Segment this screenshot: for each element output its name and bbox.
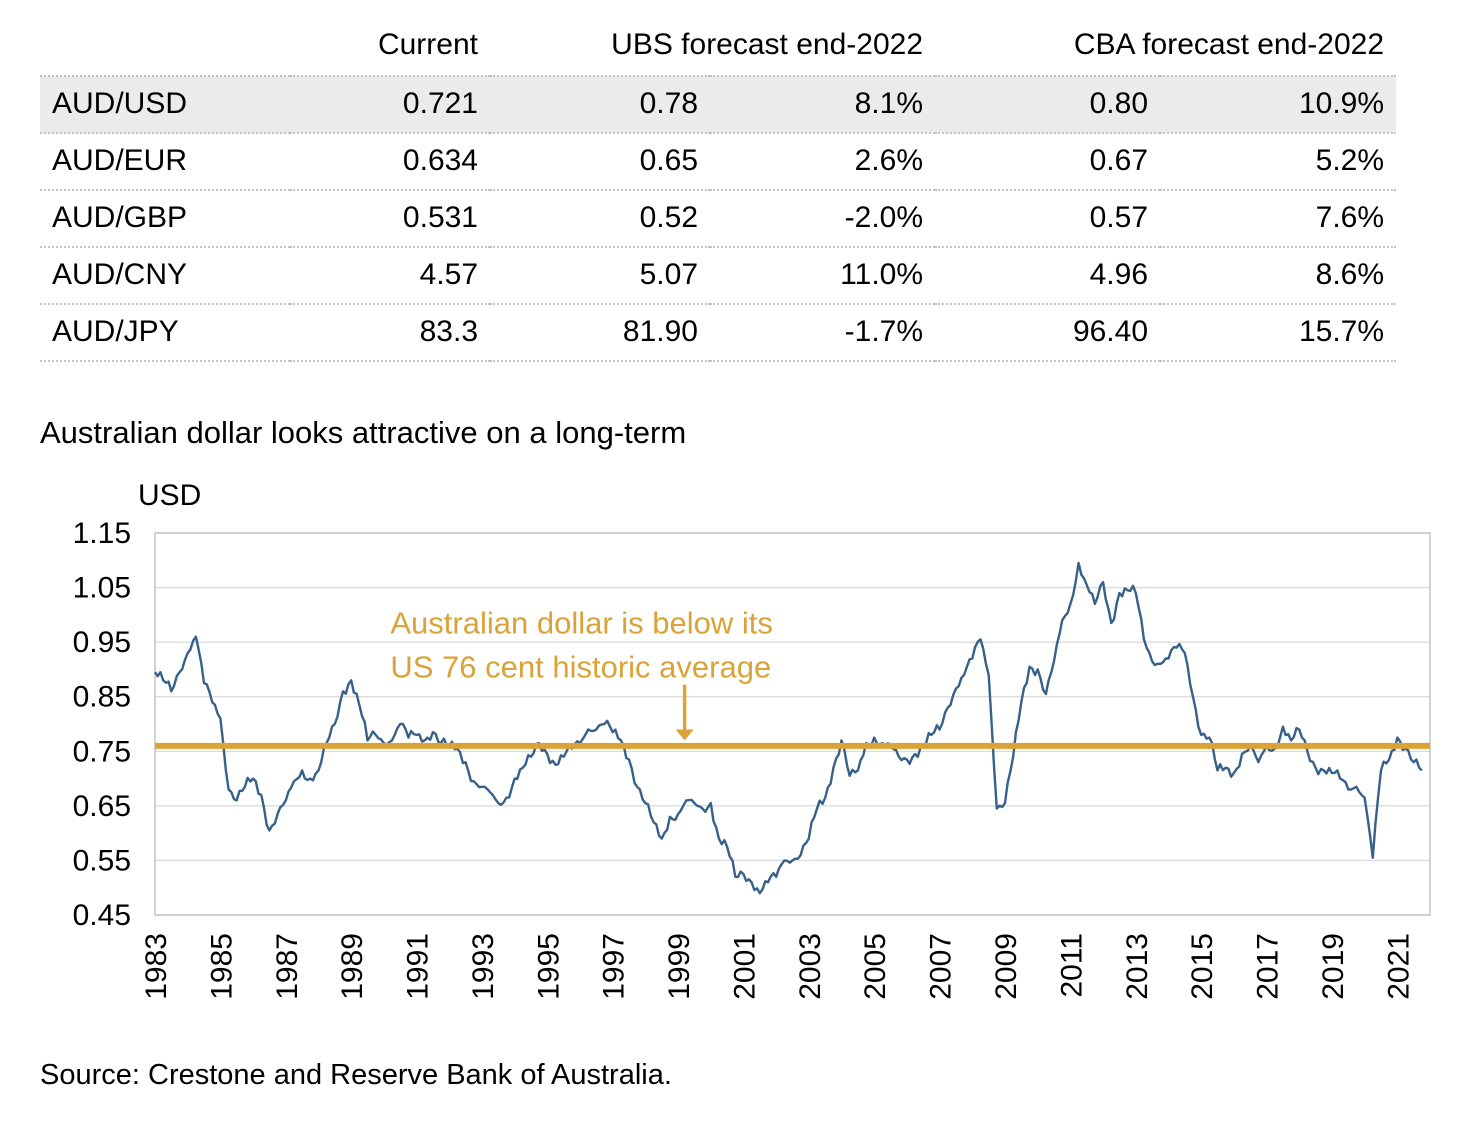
currency-pair-label: AUD/USD <box>52 87 188 120</box>
current-value: 0.634 <box>402 144 478 177</box>
ubs-forecast-value: 81.90 <box>622 315 698 348</box>
table-row: AUD/GBP 0.531 0.52 -2.0% 0.57 7.6% <box>40 190 1397 247</box>
annotation-line-1: Australian dollar is below its <box>390 606 773 641</box>
x-tick-label: 1987 <box>271 933 304 1000</box>
ubs-forecast-change: 2.6% <box>854 144 924 177</box>
x-tick-label: 2021 <box>1382 933 1415 1000</box>
chart-section-title: Australian dollar looks attractive on a … <box>40 415 687 450</box>
aud-usd-chart: USD 1.15 1.05 0.95 0.85 0.75 0.65 0.55 0.45 1983 1… <box>40 463 1436 1053</box>
table-row: AUD/JPY 83.3 81.90 -1.7% 96.40 15.7% <box>40 304 1397 361</box>
forecast-table-header-row: Current UBS forecast end-2022 CBA foreca… <box>40 16 1396 76</box>
x-tick-label: 2009 <box>990 933 1023 1000</box>
table-row: AUD/CNY 4.57 5.07 11.0% 4.96 8.6% <box>40 247 1397 304</box>
cba-forecast-change: 15.7% <box>1298 315 1385 348</box>
current-value: 0.721 <box>402 87 478 120</box>
y-tick-label: 0.85 <box>73 681 131 714</box>
y-tick-label: 0.75 <box>73 735 131 768</box>
header-current: Current <box>377 28 478 61</box>
ubs-forecast-change: 11.0% <box>840 258 924 291</box>
ubs-forecast-value: 5.07 <box>639 258 698 291</box>
x-tick-label: 1999 <box>663 933 696 1000</box>
current-value: 4.57 <box>419 258 478 291</box>
x-tick-label: 1991 <box>402 933 435 1000</box>
cba-forecast-change: 8.6% <box>1315 258 1385 291</box>
ubs-forecast-value: 0.78 <box>639 87 698 120</box>
ubs-forecast-value: 0.65 <box>639 144 698 177</box>
cba-forecast-change: 5.2% <box>1315 144 1385 177</box>
table-row: AUD/USD 0.721 0.78 8.1% 0.80 10.9% <box>40 76 1397 133</box>
x-tick-label: 2003 <box>794 933 827 1000</box>
y-tick-label: 1.15 <box>73 517 131 550</box>
annotation-line-2: US 76 cent historic average <box>390 650 771 685</box>
cba-forecast-change: 10.9% <box>1298 87 1385 120</box>
x-tick-label: 2001 <box>728 933 761 1000</box>
cba-forecast-value: 4.96 <box>1089 258 1149 291</box>
y-tick-label: 0.55 <box>73 845 131 878</box>
x-tick-label: 1993 <box>467 933 500 1000</box>
ubs-forecast-change: -2.0% <box>844 201 924 234</box>
x-tick-label: 1983 <box>140 933 173 1000</box>
cba-forecast-value: 96.40 <box>1072 315 1149 348</box>
cba-forecast-value: 0.57 <box>1089 201 1149 234</box>
y-tick-label: 0.45 <box>73 899 131 932</box>
x-tick-label: 2015 <box>1186 933 1219 1000</box>
x-tick-label: 1995 <box>532 933 565 1000</box>
header-blank <box>40 16 290 76</box>
plot-border <box>154 532 1431 916</box>
cba-forecast-value: 0.67 <box>1089 144 1149 177</box>
x-tick-label: 2005 <box>859 933 892 1000</box>
y-axis-title: USD <box>138 479 201 512</box>
currency-pair-label: AUD/GBP <box>52 201 188 234</box>
table-row: AUD/EUR 0.634 0.65 2.6% 0.67 5.2% <box>40 133 1397 190</box>
y-tick-label: 0.65 <box>73 790 131 823</box>
x-tick-label: 1985 <box>205 933 238 1000</box>
header-cba-forecast: CBA forecast end-2022 <box>1073 28 1385 61</box>
cba-forecast-change: 7.6% <box>1315 201 1385 234</box>
forecast-table-body: AUD/USD 0.721 0.78 8.1% 0.80 10.9% AUD/EUR 0.63… <box>40 76 1397 361</box>
header-ubs-forecast: UBS forecast end-2022 <box>611 28 924 61</box>
cba-forecast-value: 0.80 <box>1089 87 1149 120</box>
forecast-table: Current UBS forecast end-2022 CBA foreca… <box>40 16 1397 362</box>
x-tick-label: 2019 <box>1317 933 1350 1000</box>
ubs-forecast-value: 0.52 <box>639 201 698 234</box>
currency-pair-label: AUD/EUR <box>52 144 188 177</box>
x-tick-label: 2017 <box>1252 933 1285 1000</box>
currency-pair-label: AUD/CNY <box>52 258 188 291</box>
x-tick-label: 2011 <box>1055 933 1088 998</box>
x-tick-label: 2013 <box>1121 933 1154 1000</box>
currency-pair-label: AUD/JPY <box>52 315 179 348</box>
y-tick-label: 0.95 <box>73 626 131 659</box>
y-tick-label: 1.05 <box>73 572 131 605</box>
annotation-arrow-head <box>675 729 694 741</box>
aud-usd-series-line <box>154 561 1423 895</box>
current-value: 83.3 <box>419 315 478 348</box>
ubs-forecast-change: -1.7% <box>844 315 924 348</box>
source-note: Source: Crestone and Reserve Bank of Aus… <box>40 1059 672 1092</box>
ubs-forecast-change: 8.1% <box>854 87 924 120</box>
x-tick-label: 2007 <box>925 933 958 1000</box>
current-value: 0.531 <box>402 201 478 234</box>
x-tick-label: 1997 <box>598 933 631 1000</box>
x-tick-label: 1989 <box>336 933 369 1000</box>
